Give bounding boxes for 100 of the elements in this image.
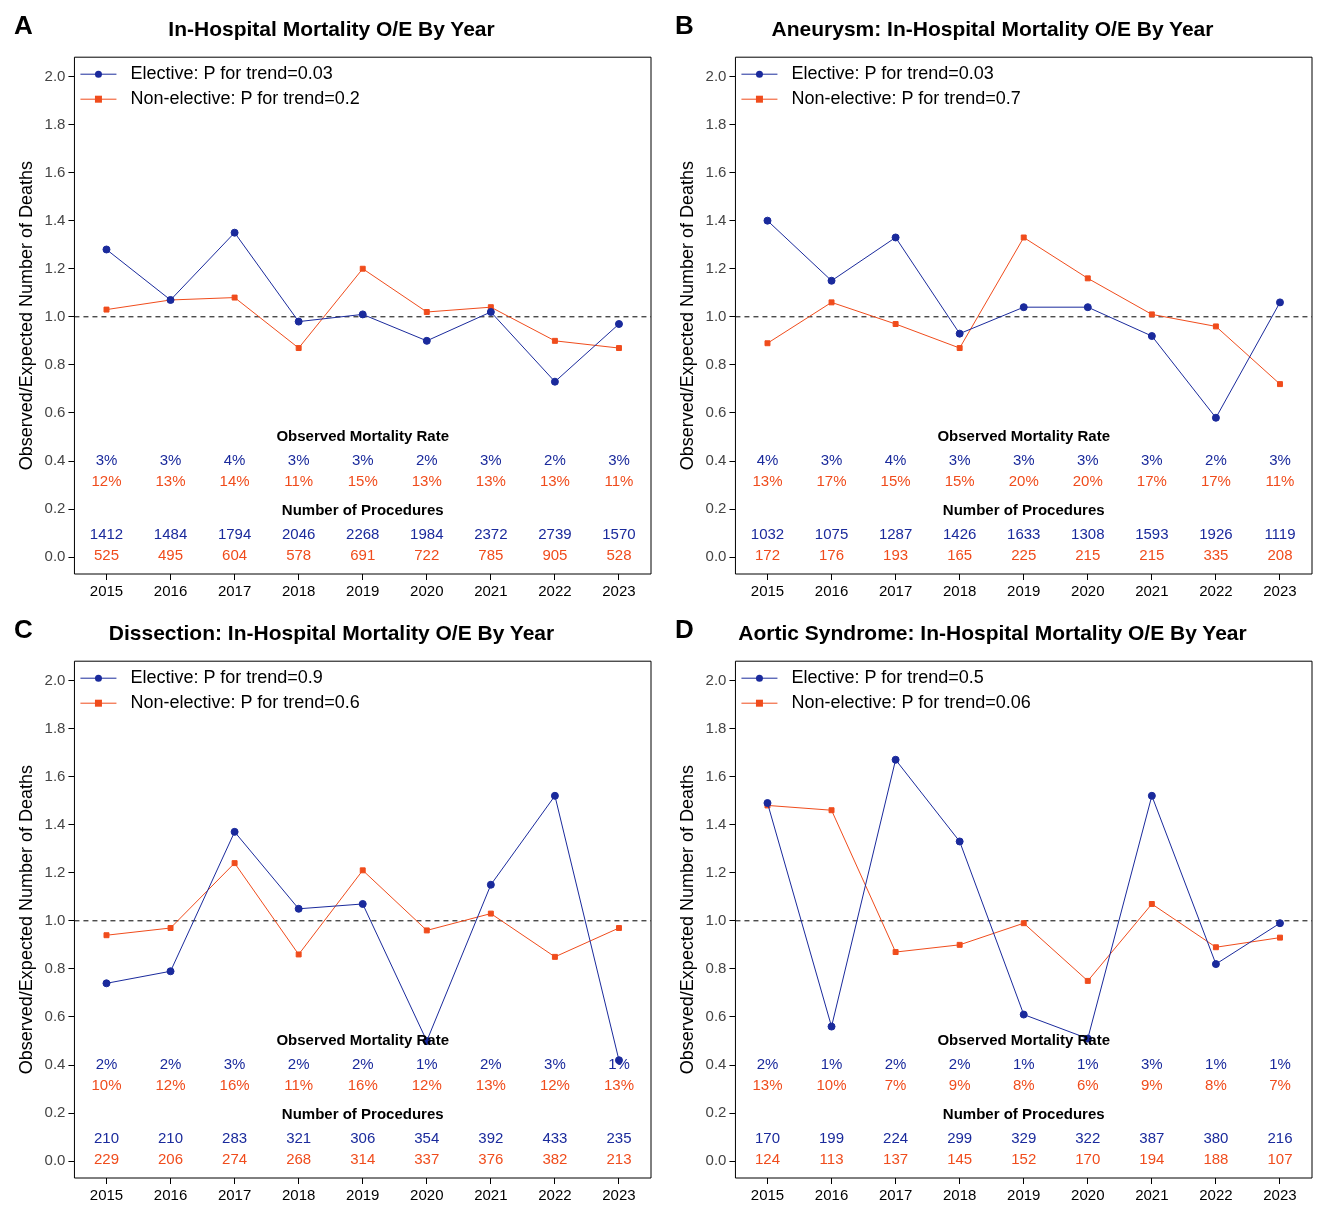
annotation: 229 xyxy=(93,1150,119,1168)
annotation: 1% xyxy=(1205,1054,1227,1072)
annotation: 1794 xyxy=(217,524,252,542)
annotation: 11% xyxy=(1265,472,1295,490)
x-tick-label: 2023 xyxy=(1263,1186,1297,1204)
annotation: 7% xyxy=(1269,1076,1291,1094)
annotation: 107 xyxy=(1267,1150,1293,1168)
annotation: 3% xyxy=(608,450,630,468)
x-tick-label: 2019 xyxy=(346,1186,380,1204)
y-tick-label: 1.6 xyxy=(44,162,66,180)
y-tick-label: 1.8 xyxy=(44,114,66,132)
annotation: Observed Mortality Rate xyxy=(276,426,450,444)
x-tick-label: 2017 xyxy=(217,582,252,600)
annotation: 3% xyxy=(1076,450,1099,468)
annotation: 1% xyxy=(1076,1054,1099,1072)
legend-label: Elective: P for trend=0.03 xyxy=(130,63,333,84)
annotation: 188 xyxy=(1203,1150,1229,1168)
y-tick-label: 1.8 xyxy=(705,114,727,132)
y-tick-label: 0.8 xyxy=(705,959,727,977)
x-tick-label: 2020 xyxy=(410,1186,444,1204)
annotation: 354 xyxy=(414,1128,440,1146)
annotation: 1984 xyxy=(410,524,444,542)
y-tick-label: 0.0 xyxy=(44,547,66,565)
annotation: 17% xyxy=(1136,472,1167,490)
y-tick-label: 0.2 xyxy=(705,1103,727,1121)
annotation: 1570 xyxy=(602,524,636,542)
x-tick-label: 2015 xyxy=(750,1186,785,1204)
x-tick-label: 2023 xyxy=(602,1186,636,1204)
chart-title: Aneurysm: In-Hospital Mortality O/E By Year xyxy=(771,17,1214,41)
annotation: 224 xyxy=(883,1128,909,1146)
annotation: 165 xyxy=(947,546,973,564)
legend-label: Non-elective: P for trend=0.06 xyxy=(791,692,1031,713)
y-tick-label: 2.0 xyxy=(44,66,66,84)
annotation: Observed Mortality Rate xyxy=(937,1030,1111,1048)
legend-label: Non-elective: P for trend=0.7 xyxy=(791,88,1021,109)
y-tick-label: 1.6 xyxy=(705,766,727,784)
x-tick-label: 2021 xyxy=(474,1186,508,1204)
y-tick-label: 0.8 xyxy=(44,355,66,373)
x-tick-label: 2018 xyxy=(942,582,977,600)
x-tick-label: 2019 xyxy=(1007,1186,1041,1204)
y-tick-label: 1.0 xyxy=(44,910,66,928)
annotation: 525 xyxy=(93,546,119,564)
annotation: 322 xyxy=(1075,1128,1101,1146)
annotation: 3% xyxy=(159,450,182,468)
annotation: 3% xyxy=(1012,450,1035,468)
y-tick-label: 1.2 xyxy=(44,862,66,880)
annotation: 14% xyxy=(219,472,250,490)
annotation: 137 xyxy=(883,1150,909,1168)
annotation: 20% xyxy=(1008,472,1039,490)
x-tick-label: 2016 xyxy=(814,1186,849,1204)
annotation: 4% xyxy=(756,450,779,468)
x-tick-label: 2019 xyxy=(346,582,380,600)
annotation: 335 xyxy=(1203,546,1229,564)
y-tick-label: 1.2 xyxy=(44,258,66,276)
annotation: 2% xyxy=(159,1054,182,1072)
x-tick-label: 2017 xyxy=(878,1186,913,1204)
annotation: 1075 xyxy=(814,524,849,542)
annotation: 3% xyxy=(1269,450,1291,468)
legend-label: Elective: P for trend=0.03 xyxy=(791,63,994,84)
annotation: 299 xyxy=(947,1128,973,1146)
annotation: 7% xyxy=(884,1076,907,1094)
annotation: 382 xyxy=(542,1150,568,1168)
annotation: 176 xyxy=(819,546,845,564)
annotation: 17% xyxy=(816,472,847,490)
x-tick-label: 2018 xyxy=(281,582,316,600)
x-tick-label: 2023 xyxy=(1263,582,1297,600)
y-axis-title: Observed/Expected Number of Deaths xyxy=(676,765,697,1075)
y-tick-label: 0.6 xyxy=(705,403,727,421)
y-tick-label: 1.4 xyxy=(705,210,727,228)
y-tick-label: 0.0 xyxy=(705,1151,727,1169)
annotation: 12% xyxy=(91,472,122,490)
annotation: 1119 xyxy=(1264,524,1296,542)
annotation: 3% xyxy=(351,450,374,468)
annotation: 3% xyxy=(820,450,843,468)
annotation: 13% xyxy=(475,472,506,490)
y-tick-label: 2.0 xyxy=(705,66,727,84)
annotation: 3% xyxy=(95,450,118,468)
annotation: 1% xyxy=(415,1054,438,1072)
chart-title: Aortic Syndrome: In-Hospital Mortality O/E By Year xyxy=(738,621,1247,645)
legend-label: Elective: P for trend=0.5 xyxy=(791,667,984,688)
annotation: 2% xyxy=(351,1054,374,1072)
annotation: 208 xyxy=(1267,546,1293,564)
annotation: 15% xyxy=(880,472,911,490)
annotation: 283 xyxy=(222,1128,248,1146)
annotation: 3% xyxy=(1141,450,1163,468)
text: D xyxy=(675,614,694,645)
annotation: 15% xyxy=(347,472,378,490)
annotation: 1633 xyxy=(1007,524,1041,542)
x-tick-label: 2018 xyxy=(281,1186,316,1204)
annotation: 1593 xyxy=(1135,524,1169,542)
annotation: 1484 xyxy=(153,524,188,542)
text: C xyxy=(14,614,33,645)
y-axis-title: Observed/Expected Number of Deaths xyxy=(676,161,697,471)
x-tick-label: 2022 xyxy=(1199,1186,1233,1204)
annotation: 210 xyxy=(158,1128,184,1146)
x-tick-label: 2022 xyxy=(538,582,572,600)
annotation: 3% xyxy=(1141,1054,1163,1072)
annotation: 722 xyxy=(414,546,440,564)
y-tick-label: 1.4 xyxy=(44,210,66,228)
annotation: 905 xyxy=(542,546,568,564)
